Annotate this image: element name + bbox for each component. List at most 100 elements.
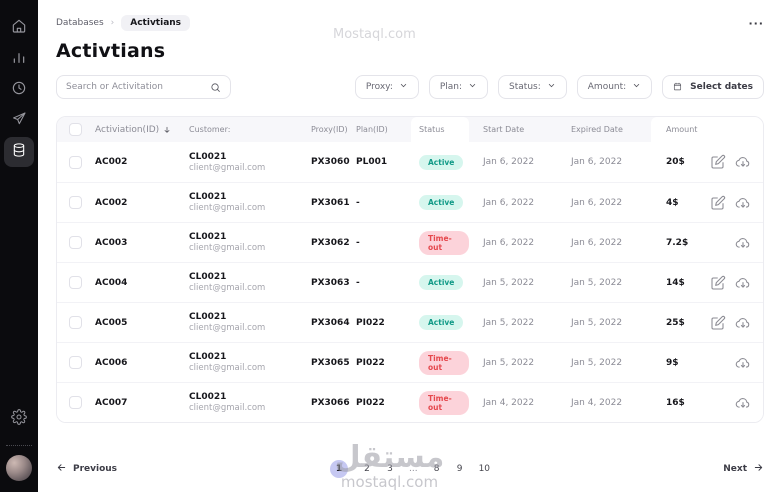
- sidebar-item-analytics[interactable]: [4, 44, 34, 74]
- paper-plane-icon: [11, 111, 27, 131]
- chevron-right-icon: ›: [110, 18, 115, 28]
- plan-id: -: [356, 197, 360, 208]
- customer-cell: CL0021 client@gmail.com: [186, 231, 306, 254]
- edit-button[interactable]: [710, 315, 726, 331]
- plan-id: PI022: [356, 357, 385, 368]
- amount-value: 7.2$: [666, 237, 689, 248]
- edit-button[interactable]: [710, 275, 726, 291]
- controls-bar: Proxy: Plan: Status: Amount: Sele: [56, 75, 764, 99]
- header-expired-date[interactable]: Expired Date: [571, 125, 623, 134]
- page-button[interactable]: 8: [433, 464, 440, 474]
- download-button[interactable]: [735, 315, 751, 331]
- customer-email: client@gmail.com: [189, 243, 266, 253]
- download-button[interactable]: [735, 275, 751, 291]
- sidebar-item-history[interactable]: [4, 75, 34, 105]
- row-checkbox[interactable]: [69, 196, 82, 209]
- edit-button[interactable]: [710, 195, 726, 211]
- select-all-checkbox[interactable]: [69, 123, 82, 136]
- table-row: AC003 CL0021 client@gmail.com PX3062 - T…: [57, 222, 763, 262]
- plan-id: PL001: [356, 157, 388, 167]
- previous-button[interactable]: Previous: [56, 462, 117, 476]
- download-button[interactable]: [735, 395, 751, 411]
- header-start-date[interactable]: Start Date: [483, 125, 525, 134]
- sidebar-item-databases[interactable]: [4, 137, 34, 167]
- customer-email: client@gmail.com: [189, 323, 266, 333]
- sidebar-item-settings[interactable]: [4, 404, 34, 434]
- download-button[interactable]: [735, 154, 751, 170]
- filter-status[interactable]: Status:: [498, 75, 567, 99]
- start-date: Jan 6, 2022: [483, 237, 535, 248]
- activation-id: AC003: [95, 237, 128, 248]
- amount-value: 25$: [666, 317, 685, 328]
- status-badge: Time-out: [419, 230, 469, 255]
- download-button[interactable]: [735, 355, 751, 371]
- amount-value: 16$: [666, 397, 685, 408]
- plan-id: -: [356, 277, 360, 288]
- customer-email: client@gmail.com: [189, 363, 266, 373]
- select-dates-label: Select dates: [690, 82, 753, 92]
- filter-plan[interactable]: Plan:: [428, 75, 489, 99]
- select-dates-button[interactable]: Select dates: [662, 75, 764, 99]
- status-badge: Active: [419, 195, 464, 210]
- activation-id: AC007: [95, 397, 128, 408]
- download-button[interactable]: [735, 195, 751, 211]
- arrow-right-icon: [753, 462, 764, 476]
- edit-button[interactable]: [710, 154, 726, 170]
- overflow-menu-icon[interactable]: ···: [748, 16, 764, 30]
- download-button[interactable]: [735, 235, 751, 251]
- row-checkbox[interactable]: [69, 236, 82, 249]
- amount-value: 14$: [666, 277, 685, 288]
- table-header: Activiation(ID) Customer: Proxy(ID) Plan…: [57, 117, 763, 142]
- filter-amount-label: Amount:: [587, 82, 627, 92]
- activation-id: AC004: [95, 277, 128, 288]
- row-checkbox[interactable]: [69, 155, 82, 169]
- sidebar-item-home[interactable]: [4, 13, 34, 43]
- calendar-icon: [673, 82, 684, 93]
- row-checkbox[interactable]: [69, 316, 82, 329]
- page-button[interactable]: 9: [456, 464, 463, 474]
- plan-id: -: [356, 237, 360, 248]
- page-button[interactable]: 3: [387, 464, 393, 474]
- row-checkbox[interactable]: [69, 356, 82, 369]
- page-ellipsis: ...: [408, 464, 418, 474]
- search-input[interactable]: [66, 82, 210, 92]
- header-customer[interactable]: Customer:: [189, 125, 231, 134]
- filter-amount[interactable]: Amount:: [576, 75, 653, 99]
- header-activation-id[interactable]: Activiation(ID): [91, 117, 186, 142]
- user-avatar[interactable]: [6, 455, 32, 481]
- page-button[interactable]: 2: [364, 464, 370, 474]
- filter-proxy-label: Proxy:: [365, 82, 393, 92]
- search-icon[interactable]: [210, 78, 221, 97]
- customer-id: CL0021: [189, 272, 227, 282]
- start-date: Jan 6, 2022: [483, 157, 535, 167]
- search-box: [56, 75, 231, 99]
- next-label: Next: [723, 464, 747, 474]
- plan-id: PI022: [356, 397, 385, 408]
- page-button[interactable]: 10: [478, 464, 491, 474]
- sidebar: [0, 0, 38, 492]
- header-proxy-id[interactable]: Proxy(ID): [311, 125, 348, 134]
- clock-icon: [11, 80, 27, 100]
- filter-proxy[interactable]: Proxy:: [354, 75, 419, 99]
- chevron-down-icon: [632, 81, 641, 93]
- customer-id: CL0021: [189, 352, 227, 362]
- customer-email: client@gmail.com: [189, 203, 266, 213]
- row-checkbox[interactable]: [69, 396, 82, 409]
- previous-label: Previous: [73, 464, 118, 474]
- page-button[interactable]: 1: [329, 460, 348, 478]
- start-date: Jan 4, 2022: [483, 397, 535, 408]
- header-status[interactable]: Status: [411, 117, 469, 142]
- next-button[interactable]: Next: [723, 462, 764, 476]
- breadcrumb-current[interactable]: Activtians: [121, 15, 191, 31]
- breadcrumb-parent[interactable]: Databases: [56, 18, 104, 28]
- sidebar-item-send[interactable]: [4, 106, 34, 136]
- header-amount[interactable]: Amount: [651, 117, 701, 142]
- table-row: AC002 CL0021 client@gmail.com PX3061 - A…: [57, 182, 763, 222]
- header-plan-id[interactable]: Plan(ID): [356, 125, 388, 134]
- table-row: AC004 CL0021 client@gmail.com PX3063 - A…: [57, 262, 763, 302]
- expired-date: Jan 6, 2022: [571, 197, 623, 208]
- row-checkbox[interactable]: [69, 276, 82, 289]
- bar-chart-icon: [11, 49, 27, 69]
- customer-id: CL0021: [189, 232, 227, 242]
- page-title: Activtians: [56, 40, 166, 62]
